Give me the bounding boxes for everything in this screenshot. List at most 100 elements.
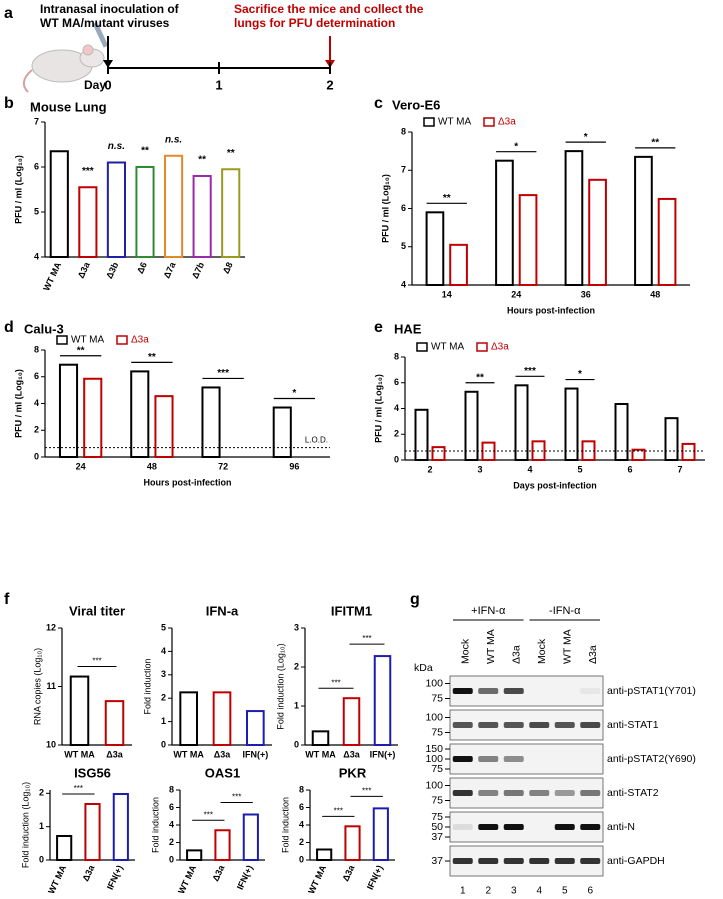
bar [242, 813, 259, 861]
chart-title: Mouse Lung [30, 99, 107, 114]
y-tick-label: 6 [394, 377, 399, 387]
band [452, 722, 473, 728]
y-axis-label: PFU / ml (Log₁₀) [380, 174, 390, 243]
bar [130, 370, 150, 458]
band [452, 824, 473, 830]
marker-label: 75 [431, 763, 443, 775]
lane-label: Mock [460, 638, 472, 664]
y-tick-label: 8 [169, 784, 174, 794]
y-tick-label: 1 [161, 716, 166, 726]
y-axis-label: PFU / ml (Log₁₀) [373, 374, 383, 443]
x-tick-label: WT MA [173, 749, 204, 759]
y-tick-label: 5 [401, 241, 406, 251]
significance: *** [82, 166, 94, 177]
marker-label: 37 [431, 855, 443, 867]
y-axis-label: Fold induction [150, 797, 160, 853]
y-tick-label: 2 [394, 429, 399, 439]
significance: * [584, 132, 588, 143]
antibody-label: anti-STAT1 [607, 719, 659, 731]
x-tick-label: Δ7b [190, 260, 206, 280]
antibody-label: anti-N [607, 821, 635, 833]
y-tick-label: 0 [161, 739, 166, 749]
y-axis-label: RNA copies (Log₁₀) [32, 648, 42, 725]
significance: ** [198, 155, 206, 166]
x-tick-label: Δ3a [210, 863, 226, 883]
blot-panel [449, 811, 604, 843]
x-tick-label: 6 [627, 464, 632, 474]
x-tick-label: 24 [511, 289, 521, 299]
comparison-label: *** [92, 657, 101, 666]
x-tick-label: Δ3b [104, 260, 120, 280]
comparison-label: *** [204, 810, 213, 819]
x-tick-label: Δ3a [214, 749, 231, 759]
x-tick-label: 14 [442, 289, 452, 299]
y-tick-label: 8 [401, 126, 406, 136]
y-tick-label: 2 [34, 425, 39, 435]
band [503, 722, 524, 728]
lane-number: 3 [511, 886, 517, 897]
bar [246, 710, 265, 747]
group-label: -IFN-α [549, 605, 581, 617]
x-tick-label: 2 [427, 464, 432, 474]
y-tick-label: 8 [34, 344, 39, 354]
band [478, 756, 499, 762]
x-tick-label: IFN(+) [370, 749, 396, 759]
y-tick-label: 0 [169, 854, 174, 864]
significance: ** [141, 146, 149, 157]
bar [106, 161, 126, 258]
day-tick-label: 0 [104, 77, 111, 92]
bar [631, 448, 646, 462]
x-tick-label: WT MA [41, 260, 63, 292]
group-label: +IFN-α [471, 605, 506, 617]
band [503, 790, 524, 796]
bar [588, 178, 607, 286]
band [580, 688, 601, 694]
y-tick-label: 0 [299, 854, 304, 864]
x-tick-label: 36 [581, 289, 591, 299]
legend-swatch [423, 117, 435, 127]
x-axis-label: Days post-infection [513, 480, 597, 490]
significance: n.s. [165, 134, 182, 145]
y-tick-label: 1 [294, 700, 299, 710]
band [529, 790, 550, 796]
x-tick-label: Δ6 [135, 261, 149, 276]
y-tick-label: 0 [34, 451, 39, 461]
y-tick-label: 6 [401, 203, 406, 213]
band [580, 790, 601, 796]
x-tick-label: 5 [577, 464, 582, 474]
lod-label: L.O.D. [305, 436, 328, 445]
bar [192, 175, 212, 258]
significance: * [514, 141, 518, 152]
bar [212, 691, 232, 746]
x-tick-label: WT MA [46, 863, 68, 895]
bar [373, 655, 392, 747]
bar [664, 417, 679, 461]
bar [49, 150, 69, 258]
y-tick-label: 0 [394, 454, 399, 464]
bar [83, 377, 103, 459]
x-tick-label: 3 [477, 464, 482, 474]
comparison-label: *** [331, 678, 340, 687]
bar [564, 387, 579, 462]
x-tick-label: IFN(+) [105, 864, 125, 892]
x-tick-label: 48 [147, 461, 157, 471]
bar [449, 243, 468, 286]
band [452, 756, 473, 762]
y-tick-label: 1 [39, 821, 44, 831]
x-tick-label: IFN(+) [365, 864, 385, 892]
bar [581, 440, 596, 461]
bar [481, 441, 496, 461]
x-tick-label: Δ3a [106, 749, 123, 759]
y-tick-label: 12 [46, 622, 56, 632]
y-tick-label: 8 [299, 784, 304, 794]
significance: ** [148, 352, 156, 363]
panel-letter: e [374, 319, 383, 336]
band [554, 790, 575, 796]
y-tick-label: 6 [299, 802, 304, 812]
lane-label: Δ3a [511, 645, 523, 664]
panel-letter: a [4, 5, 13, 22]
chart-title: HAE [394, 321, 422, 336]
bar [179, 691, 198, 746]
lane-number: 4 [536, 886, 542, 897]
